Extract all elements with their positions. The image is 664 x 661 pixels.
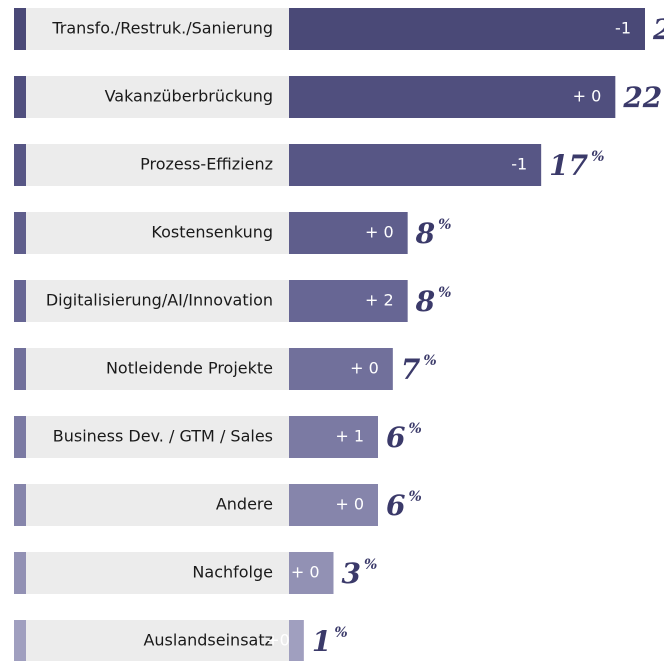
value-label: 22% (622, 81, 664, 114)
category-label: Nachfolge (192, 563, 273, 582)
category-label: Transfo./Restruk./Sanierung (51, 19, 273, 38)
row-stripe (14, 8, 26, 50)
value-number: 8 (415, 217, 435, 250)
row-stripe (14, 620, 26, 661)
row-stripe (14, 552, 26, 594)
row-stripe (14, 280, 26, 322)
label-box (26, 484, 289, 526)
value-label: 6% (386, 489, 422, 522)
value-label: 6% (386, 421, 422, 454)
value-label: 8% (415, 285, 452, 318)
value-number: 22 (622, 81, 662, 114)
value-label: 8% (415, 217, 452, 250)
value-unit: % (423, 353, 436, 369)
bar (289, 552, 334, 594)
value-label: 24% (652, 13, 664, 46)
category-label: Prozess-Effizienz (140, 155, 273, 174)
bar (289, 8, 645, 50)
value-label: 17% (549, 149, 604, 182)
value-label: 3% (342, 557, 378, 590)
value-unit: % (408, 489, 421, 505)
label-box (26, 212, 289, 254)
change-label: -1 (511, 155, 527, 174)
value-number: 1 (312, 625, 331, 658)
label-box (26, 280, 289, 322)
category-label: Digitalisierung/AI/Innovation (46, 291, 273, 310)
category-label: Andere (216, 495, 273, 514)
value-unit: % (364, 557, 377, 573)
label-box (26, 76, 289, 118)
label-box (26, 144, 289, 186)
category-label: Auslandseinsatz (143, 631, 273, 650)
change-label: + 0 (365, 223, 394, 242)
value-unit: % (408, 421, 421, 437)
label-box (26, 8, 289, 50)
change-label: + 2 (365, 291, 394, 310)
value-number: 6 (386, 421, 405, 454)
row-stripe (14, 416, 26, 458)
bar (289, 212, 408, 254)
value-unit: % (438, 217, 451, 233)
value-label: 1% (312, 625, 348, 658)
label-box (26, 620, 289, 661)
category-label: Vakanzüberbrückung (105, 87, 273, 106)
bar (289, 76, 616, 118)
value-number: 24 (652, 13, 664, 46)
value-number: 3 (342, 557, 361, 590)
value-number: 17 (549, 149, 588, 182)
change-label: + 0 (335, 495, 364, 514)
value-label: 7% (401, 353, 437, 386)
category-label: Notleidende Projekte (106, 359, 273, 378)
change-label: + 0 (350, 359, 379, 378)
change-label: -1 (615, 19, 631, 38)
bar (289, 620, 304, 661)
value-number: 7 (401, 353, 421, 386)
row-stripe (14, 212, 26, 254)
change-label: + 0 (573, 87, 602, 106)
bar (289, 416, 378, 458)
label-box (26, 552, 289, 594)
bar (289, 280, 408, 322)
bar (289, 484, 378, 526)
category-label: Business Dev. / GTM / Sales (53, 427, 273, 446)
change-label: + 0 (291, 563, 320, 582)
value-number: 6 (386, 489, 405, 522)
value-number: 8 (415, 285, 435, 318)
value-unit: % (438, 285, 451, 301)
label-box (26, 416, 289, 458)
change-label: +0 (266, 631, 290, 650)
row-stripe (14, 348, 26, 390)
category-label: Kostensenkung (151, 223, 273, 242)
value-unit: % (591, 149, 604, 165)
row-stripe (14, 484, 26, 526)
bar (289, 348, 393, 390)
value-unit: % (334, 625, 347, 641)
bar (289, 144, 542, 186)
change-label: + 1 (335, 427, 364, 446)
label-box (26, 348, 289, 390)
row-stripe (14, 76, 26, 118)
row-stripe (14, 144, 26, 186)
